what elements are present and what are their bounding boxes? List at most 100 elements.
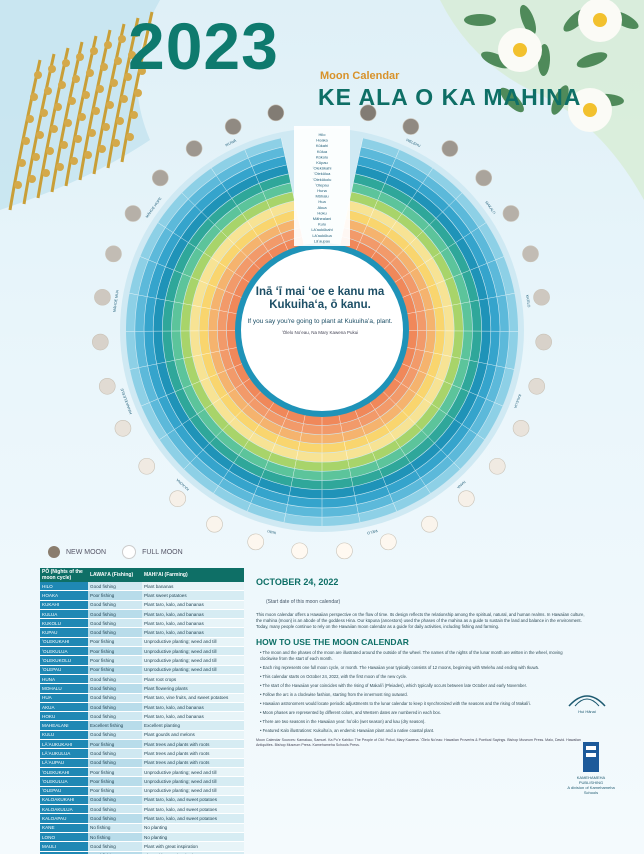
table-cell-farming: Excellent planting [142, 720, 244, 731]
table-cell-night: ʻOLEPAU [40, 665, 88, 675]
day-divider [401, 383, 409, 389]
day-divider [403, 243, 410, 251]
day-divider [497, 294, 506, 297]
day-divider [278, 426, 283, 436]
table-cell-night: KANE [40, 823, 88, 834]
day-divider [506, 293, 515, 296]
day-divider [434, 443, 441, 450]
day-divider [442, 205, 450, 212]
table-cell-night: HUA [40, 693, 88, 703]
page-subtitle: Moon Calendar [320, 70, 400, 82]
day-divider [242, 378, 251, 384]
table-cell-fishing: Excellent fishing [88, 720, 142, 731]
table-cell-fishing: Good fishing [88, 582, 142, 592]
table-cell-fishing: Poor fishing [88, 776, 142, 787]
day-divider [477, 395, 486, 400]
table-cell-fishing: Good fishing [88, 618, 142, 629]
day-divider [354, 409, 359, 419]
table-row: KUKOLU Good fishing Plant taro, kalo, and … [40, 618, 244, 629]
day-divider [440, 247, 448, 253]
month-label: WELEHU [405, 138, 421, 149]
day-divider [345, 450, 348, 460]
day-divider [234, 243, 241, 251]
day-divider [175, 388, 184, 392]
day-divider [282, 418, 286, 427]
seaweed-bud [56, 163, 64, 171]
table-cell-night: HOKU [40, 711, 88, 722]
day-divider [268, 452, 272, 461]
month-label: KAʻELO [525, 294, 532, 308]
day-divider [269, 208, 274, 217]
day-divider [233, 294, 242, 298]
day-divider [248, 158, 253, 167]
instructions-column: OCTOBER 24, 2022 (Start date of this moo… [256, 572, 606, 748]
day-divider [351, 183, 354, 192]
page-title-year: 2023 [128, 9, 279, 83]
night-name-label: Lāʻaukūlua [312, 233, 332, 238]
night-name-label: ʻOlekūlua [314, 171, 331, 176]
day-divider [182, 273, 191, 278]
moon-phase-circle [441, 140, 459, 157]
legend-full-moon: FULL MOON [142, 548, 183, 556]
day-divider [219, 262, 227, 268]
day-divider [225, 366, 234, 371]
day-divider [203, 443, 210, 450]
moon-phase-circle [291, 542, 308, 560]
seaweed-bud [110, 79, 118, 87]
moon-phase-circle [206, 515, 223, 533]
day-divider [201, 306, 210, 309]
day-divider [436, 280, 445, 285]
seaweed-bud [22, 137, 30, 145]
day-divider [386, 486, 390, 495]
table-cell-night: AKUA [40, 702, 88, 713]
table-row: KUPAU Good fishing Plant taro, kalo, and b… [40, 627, 244, 638]
day-divider [194, 205, 202, 212]
night-name-label: Mōhalu [315, 194, 328, 199]
day-divider [401, 272, 410, 278]
day-divider [422, 224, 430, 232]
month-label: IKIIKI [267, 529, 277, 535]
month-label: WELO [367, 529, 378, 535]
day-divider [248, 432, 254, 440]
day-divider [204, 403, 213, 410]
day-divider [223, 470, 229, 479]
day-divider [254, 486, 258, 495]
day-divider [462, 424, 470, 430]
seaweed-bud [78, 113, 86, 121]
table-row: ʻOLEKULUA Poor fishing Unproductive planti… [40, 646, 244, 657]
day-divider [412, 190, 418, 199]
day-divider [452, 384, 461, 389]
month-label: IKUWĀ [225, 138, 238, 147]
day-divider [448, 242, 456, 248]
day-divider [425, 485, 431, 494]
day-divider [433, 352, 443, 355]
day-divider [138, 294, 147, 297]
day-divider [495, 256, 504, 261]
night-name-label: ʻOlekūkahi [313, 166, 332, 171]
night-name-label: Huna [317, 188, 327, 193]
seaweed-bud [74, 135, 82, 143]
seaweed-bud [46, 147, 54, 155]
day-divider [407, 311, 416, 315]
seaweed-bud [76, 53, 84, 61]
table-cell-fishing: Poor fishing [88, 655, 142, 666]
day-divider [352, 486, 355, 496]
table-cell-fishing: Poor fishing [88, 739, 142, 750]
table-cell-farming: Unproductive planting; weed and till [142, 767, 244, 778]
night-name-label: Hilo [319, 132, 327, 137]
day-divider [277, 225, 281, 234]
day-divider [240, 250, 248, 257]
day-divider [241, 404, 249, 411]
day-divider [254, 391, 262, 398]
moon-phase-circle [458, 490, 475, 507]
day-divider [180, 237, 189, 243]
day-divider [242, 277, 250, 283]
seaweed-bud [132, 29, 140, 37]
day-divider [396, 213, 402, 221]
day-divider [434, 306, 443, 309]
day-divider [281, 138, 284, 147]
table-row: MAHEALANI Excellent fishing Excellent plan… [40, 720, 244, 731]
table-cell-farming: Plant taro, kalo, and bananas [142, 702, 244, 713]
day-divider [460, 388, 469, 392]
day-divider [209, 436, 216, 444]
